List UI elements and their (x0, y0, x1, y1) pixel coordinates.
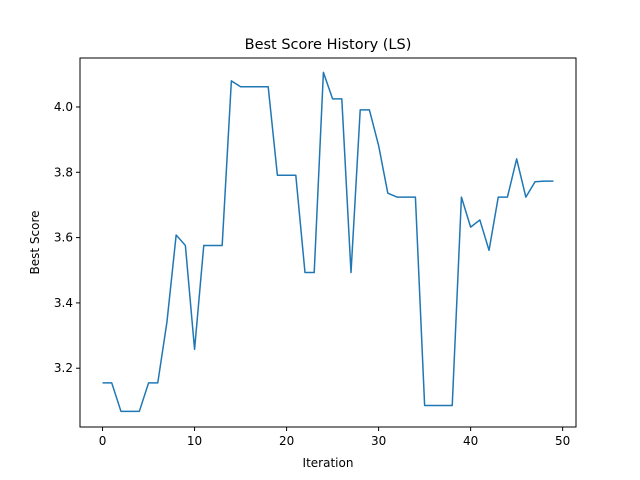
x-axis-label: Iteration (303, 456, 354, 470)
series-line-0 (102, 71, 554, 413)
y-tick-label: 3.2 (54, 361, 73, 375)
x-tick-label: 0 (99, 434, 107, 448)
plot-area (102, 71, 554, 413)
y-tick-label: 3.8 (54, 165, 73, 179)
chart-title: Best Score History (LS) (245, 37, 412, 53)
plot-frame (79, 57, 577, 428)
x-tick-label: 20 (279, 434, 294, 448)
x-tick-label: 30 (371, 434, 386, 448)
y-tick-label: 3.6 (54, 231, 73, 245)
x-tick-label: 50 (555, 434, 570, 448)
y-tick-label: 3.4 (54, 296, 73, 310)
x-tick-label: 10 (187, 434, 202, 448)
y-axis: 3.2 3.4 3.6 3.8 4.0 (54, 100, 80, 375)
x-tick-label: 40 (463, 434, 478, 448)
y-axis-label: Best Score (28, 211, 42, 275)
y-tick-label: 4.0 (54, 100, 73, 114)
x-axis: 0 10 20 30 40 50 (99, 427, 570, 448)
